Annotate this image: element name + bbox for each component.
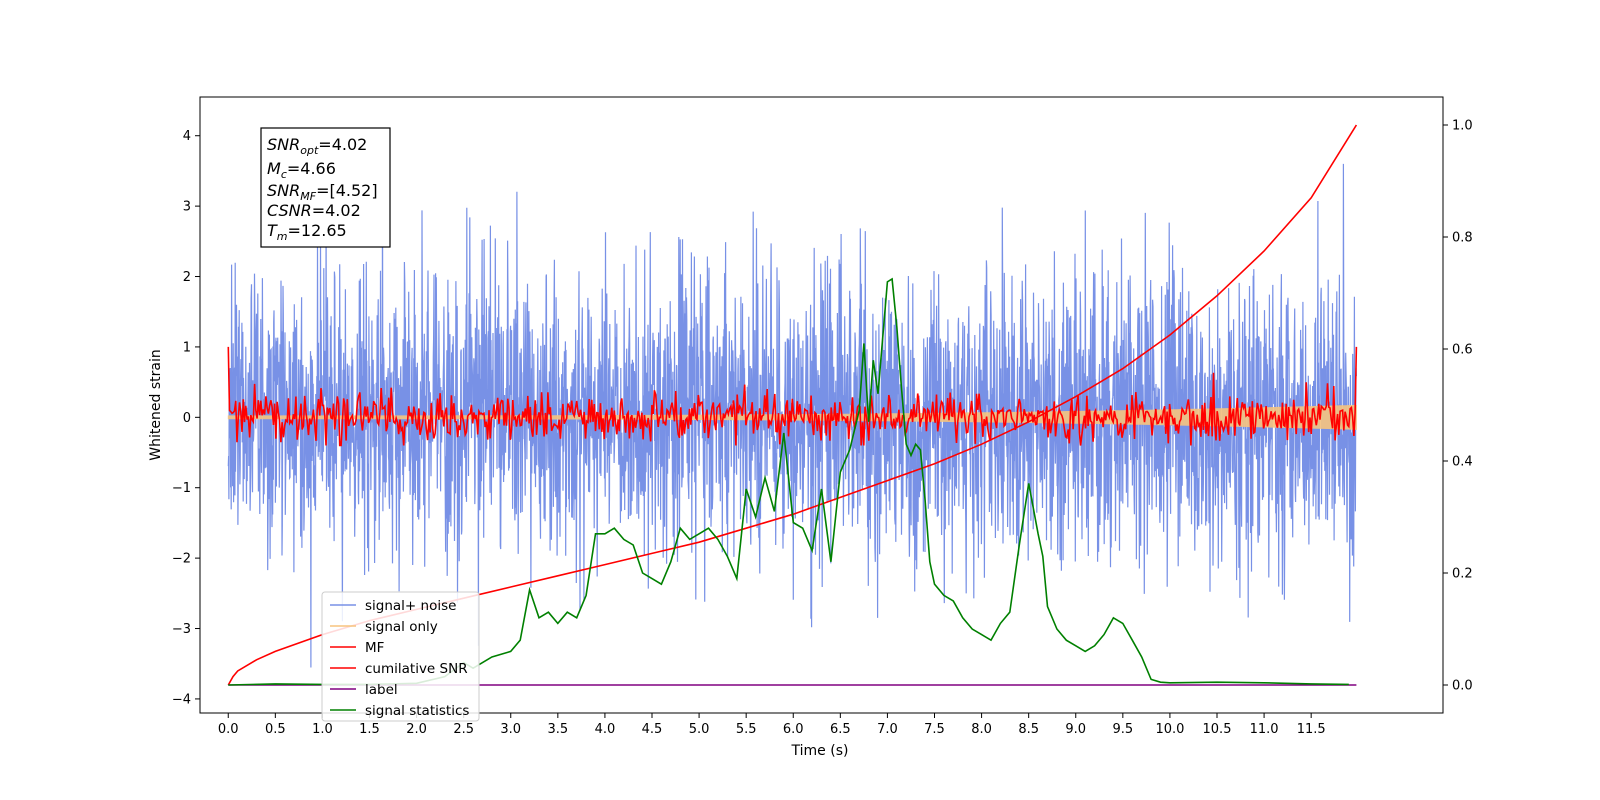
plot-area	[227, 124, 1358, 686]
x-axis: 0.0 0.5 1.0 1.5 2.0 2.5 3.0 3.5 4.0 4.5 5.0 5.5 6.0 6…	[218, 713, 1326, 737]
x-tick-label: 1.0	[312, 722, 333, 737]
y-left-tick-label: 3	[183, 200, 191, 215]
x-tick-label: 9.0	[1065, 722, 1086, 737]
info-csnr: CSNR=4.02	[267, 201, 361, 220]
info-mc: Mc=4.66	[267, 159, 336, 181]
x-tick-label: 9.5	[1112, 722, 1133, 737]
x-tick-label: 5.5	[736, 722, 757, 737]
legend-label: signal only	[365, 619, 438, 635]
x-tick-label: 4.0	[595, 722, 616, 737]
y-left-tick-label: 0	[183, 411, 191, 426]
legend-label: cumilative SNR	[365, 661, 468, 677]
x-tick-label: 7.5	[924, 722, 945, 737]
x-tick-label: 4.5	[642, 722, 663, 737]
y-right-tick-label: 0.4	[1452, 455, 1473, 470]
info-box: SNRopt=4.02 Mc=4.66 SNRMF=[4.52] CSNR=4.…	[260, 127, 391, 248]
x-tick-label: 8.0	[971, 722, 992, 737]
info-snr-opt: SNRopt=4.02	[267, 135, 367, 157]
y-right-tick-label: 0.8	[1452, 231, 1473, 246]
x-tick-label: 0.0	[218, 722, 239, 737]
x-tick-label: 7.0	[877, 722, 898, 737]
y-left-tick-label: 2	[183, 270, 191, 285]
y-right-tick-label: 1.0	[1452, 119, 1473, 134]
plot-frame	[199, 96, 1444, 714]
x-tick-label: 10.0	[1155, 722, 1184, 737]
legend-label: MF	[365, 640, 384, 656]
y-axis-left: −4 −3 −2 −1 0 1 2 3 4	[172, 129, 200, 707]
y-left-tick-label: −4	[172, 692, 191, 707]
x-tick-label: 2.5	[453, 722, 474, 737]
x-tick-label: 10.5	[1203, 722, 1232, 737]
info-snr-mf: SNRMF=[4.52]	[267, 181, 378, 203]
x-tick-label: 5.0	[689, 722, 710, 737]
info-box-frame	[260, 127, 391, 248]
y-axis-right: 0.0 0.2 0.4 0.6 0.8 1.0	[1443, 119, 1473, 694]
series-mf-line	[227, 346, 1358, 447]
y-right-tick-label: 0.2	[1452, 567, 1473, 582]
y-left-tick-label: −3	[172, 622, 191, 637]
series-signal-statistics-line	[228, 277, 1349, 686]
legend-frame	[321, 591, 480, 722]
y-axis-label: Whitened strain	[148, 349, 164, 460]
y-left-tick-label: 1	[183, 340, 191, 355]
x-tick-label: 11.0	[1250, 722, 1279, 737]
x-tick-label: 8.5	[1018, 722, 1039, 737]
x-tick-label: 1.5	[359, 722, 380, 737]
y-left-tick-label: −2	[172, 552, 191, 567]
series-cumulative-snr-line	[227, 124, 1358, 686]
legend-label: signal+ noise	[365, 598, 456, 614]
y-left-tick-label: 4	[183, 129, 191, 144]
y-left-tick-label: −1	[172, 481, 191, 496]
legend-item-signal-noise: signal+ noise	[330, 598, 456, 614]
x-tick-label: 6.0	[783, 722, 804, 737]
series-signal-noise-line	[227, 161, 1357, 668]
legend-item-signal-only: signal only	[330, 619, 438, 635]
x-tick-label: 11.5	[1297, 722, 1326, 737]
x-tick-label: 0.5	[265, 722, 286, 737]
legend-label: label	[365, 682, 398, 698]
legend-item-cumulative-snr: cumilative SNR	[330, 661, 468, 677]
x-tick-label: 2.0	[406, 722, 427, 737]
x-tick-label: 3.5	[547, 722, 568, 737]
legend-item-mf: MF	[330, 640, 384, 656]
x-axis-label: Time (s)	[791, 743, 849, 759]
legend-item-label: label	[330, 682, 398, 698]
legend-item-signal-statistics: signal statistics	[330, 703, 469, 719]
x-tick-label: 6.5	[830, 722, 851, 737]
x-tick-label: 3.0	[500, 722, 521, 737]
info-tm: Tm=12.65	[267, 221, 347, 243]
y-right-tick-label: 0.0	[1452, 679, 1473, 694]
legend-label: signal statistics	[365, 703, 469, 719]
legend: signal+ noise signal only MF cumilative …	[321, 591, 480, 722]
y-right-tick-label: 0.6	[1452, 343, 1473, 358]
